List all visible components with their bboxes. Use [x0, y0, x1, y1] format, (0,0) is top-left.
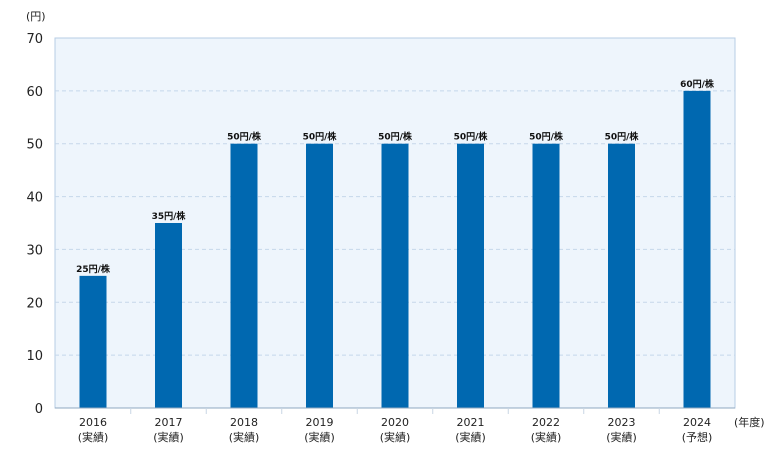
bar [608, 143, 635, 408]
data-label: 50円/株 [605, 131, 640, 143]
x-tick-label-status: (実績) [380, 430, 411, 444]
y-tick-label: 40 [26, 191, 43, 206]
x-tick-label-status: (実績) [78, 430, 109, 444]
x-tick-label-status: (実績) [531, 430, 562, 444]
bar [457, 143, 484, 408]
data-label: 50円/株 [378, 131, 413, 143]
data-label: 50円/株 [227, 131, 262, 143]
x-tick-label-status: (実績) [304, 430, 335, 444]
x-unit-label: (年度) [734, 415, 764, 429]
data-label: 50円/株 [454, 131, 489, 143]
data-label: 60円/株 [680, 78, 715, 90]
x-tick-label-status: (実績) [606, 430, 637, 444]
x-tick-label-year: 2021 [457, 416, 485, 429]
x-tick-label-year: 2017 [155, 416, 183, 429]
x-tick-label-year: 2024 [683, 416, 711, 429]
x-tick-label-year: 2020 [381, 416, 409, 429]
x-tick-label-year: 2018 [230, 416, 258, 429]
bar [381, 143, 409, 408]
bar [532, 143, 560, 408]
x-axis: 2016(実績)2017(実績)2018(実績)2019(実績)2020(実績)… [78, 408, 713, 444]
data-labels: 25円/株 35円/株 50円/株 50円/株 50円/株 50円/株 50円/株 50円/株… [76, 78, 715, 275]
x-tick-label-year: 2019 [306, 416, 334, 429]
y-tick-label: 60 [26, 85, 43, 100]
x-tick-label-year: 2016 [79, 416, 107, 429]
bar [79, 275, 107, 408]
y-tick-label: 70 [26, 32, 43, 47]
y-tick-label: 0 [35, 402, 43, 417]
data-label: 25円/株 [76, 263, 111, 275]
x-tick-label-year: 2022 [532, 416, 560, 429]
y-tick-label: 30 [26, 243, 43, 258]
bars [79, 90, 711, 408]
data-label: 35円/株 [152, 210, 187, 222]
data-label: 50円/株 [529, 131, 564, 143]
bar [155, 223, 182, 408]
bar [306, 143, 333, 408]
bar [683, 90, 711, 408]
y-tick-label: 20 [26, 296, 43, 311]
x-tick-label-status: (予想) [682, 430, 713, 444]
bar [230, 143, 258, 408]
y-axis: 0 10 20 30 40 50 60 70 [26, 32, 735, 417]
x-tick-label-status: (実績) [455, 430, 486, 444]
y-tick-label: 10 [26, 349, 43, 364]
x-tick-label-status: (実績) [229, 430, 260, 444]
y-unit-label: (円) [26, 10, 46, 23]
data-label: 50円/株 [303, 131, 338, 143]
y-tick-label: 50 [26, 138, 43, 153]
x-tick-label-status: (実績) [153, 430, 184, 444]
x-tick-label-year: 2023 [608, 416, 636, 429]
